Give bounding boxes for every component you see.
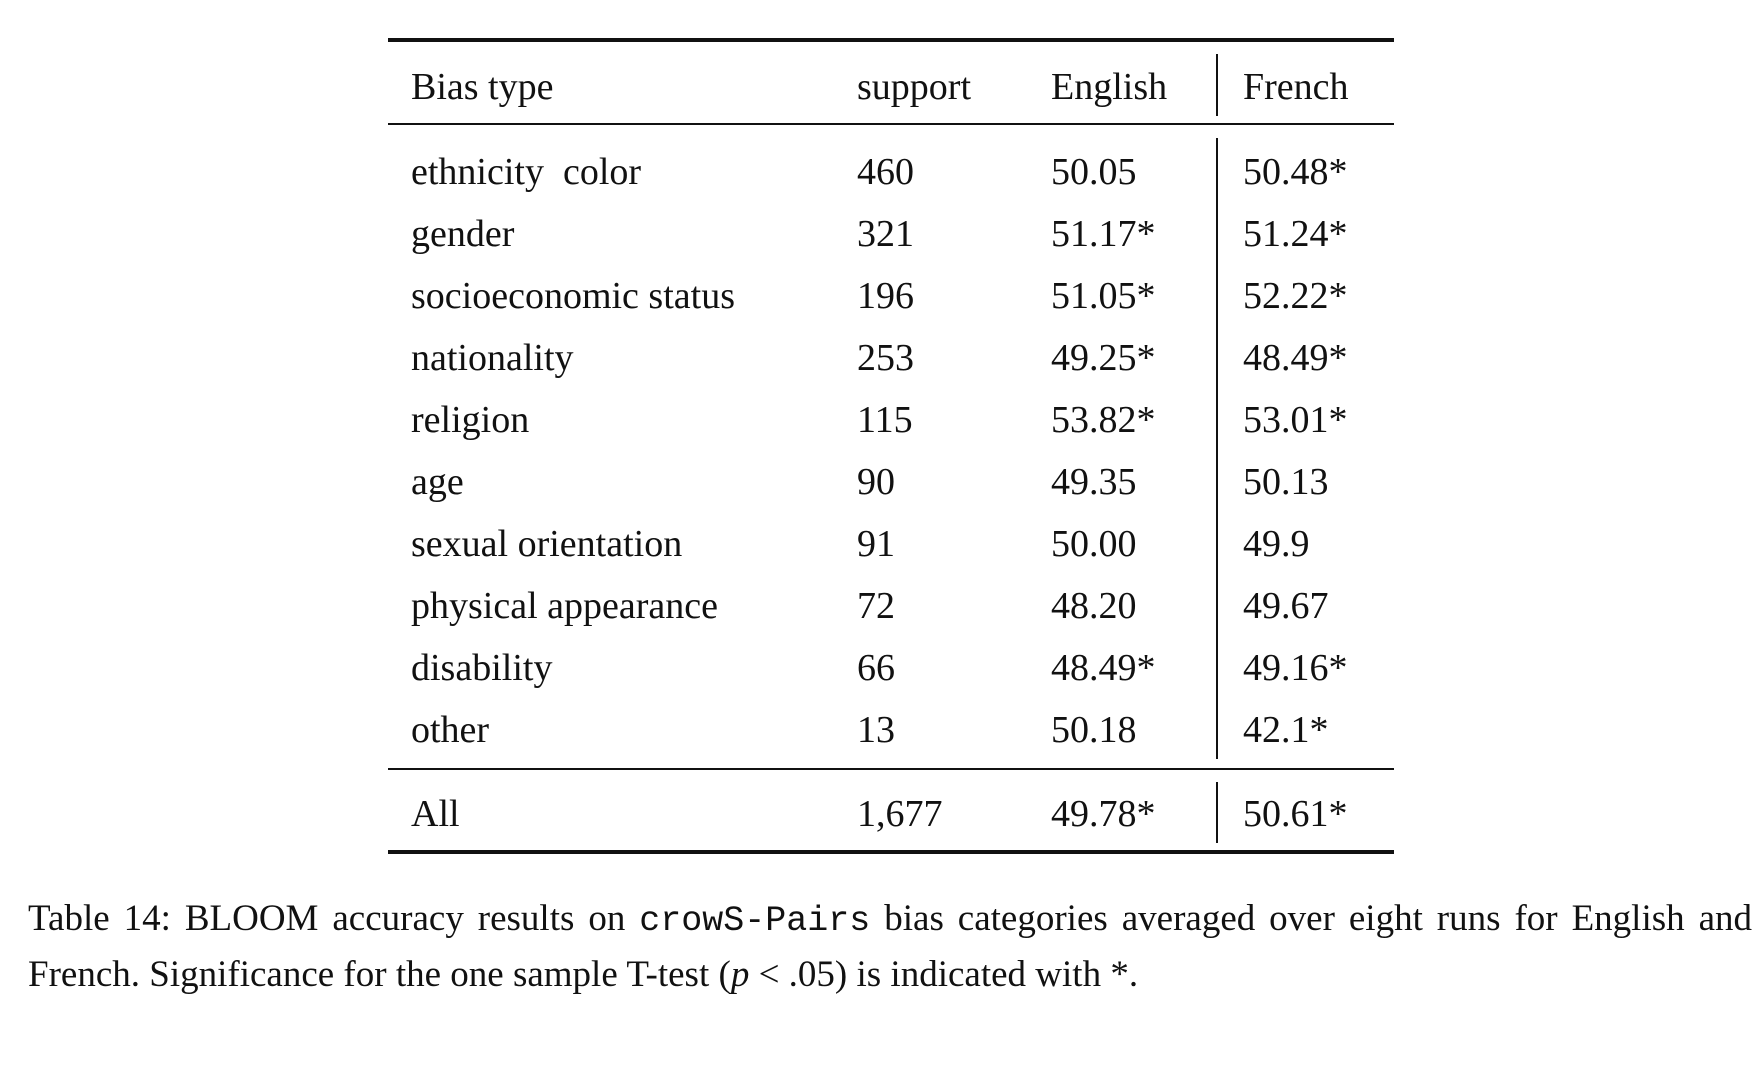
table-cell: ethnicity color (411, 151, 642, 193)
table-cell: 48.49* (1243, 337, 1348, 379)
total-cell: All (411, 793, 460, 835)
table-cell: 13 (857, 709, 895, 751)
table-cell: 49.25* (1051, 337, 1156, 379)
caption-text: bias categories averaged over eight runs… (28, 898, 1752, 995)
table-cell: sexual orientation (411, 523, 683, 565)
total-cell: 1,677 (857, 793, 943, 835)
table-cell: 50.48* (1243, 151, 1348, 193)
header-cell: support (857, 66, 971, 108)
caption-text: Table 14: BLOOM accuracy results on (28, 898, 640, 939)
header-rule (388, 123, 1394, 125)
table-cell: 66 (857, 647, 895, 689)
table-cell: 48.20 (1051, 585, 1137, 627)
top-rule (388, 38, 1394, 42)
table-cell: 50.13 (1243, 461, 1329, 503)
total-cell: 50.61* (1243, 793, 1348, 835)
table-cell: 52.22* (1243, 275, 1348, 317)
table-cell: 51.05* (1051, 275, 1156, 317)
caption-text: < .05) is indicated with *. (749, 954, 1139, 995)
table-cell: age (411, 461, 464, 503)
table-cell: physical appearance (411, 585, 718, 627)
table-cell: 49.67 (1243, 585, 1329, 627)
table-cell: 91 (857, 523, 895, 565)
caption: Table 14: BLOOM accuracy results on crow… (28, 892, 1752, 1002)
header-cell: English (1051, 66, 1168, 108)
table-cell: 42.1* (1243, 709, 1329, 751)
table-cell: 90 (857, 461, 895, 503)
table-cell: 50.05 (1051, 151, 1137, 193)
table-cell: 53.82* (1051, 399, 1156, 441)
table-cell: 51.24* (1243, 213, 1348, 255)
table-cell: disability (411, 647, 553, 689)
header-cell: Bias type (411, 66, 554, 108)
column-divider (1216, 782, 1218, 843)
table-cell: other (411, 709, 490, 751)
caption-code: crowS-Pairs (639, 901, 871, 941)
table-cell: 50.18 (1051, 709, 1137, 751)
table-cell: 53.01* (1243, 399, 1348, 441)
table-cell: 115 (857, 399, 913, 441)
table-cell: 50.00 (1051, 523, 1137, 565)
table-cell: 51.17* (1051, 213, 1156, 255)
table-cell: 72 (857, 585, 895, 627)
column-divider (1216, 138, 1218, 759)
table-cell: socioeconomic status (411, 275, 735, 317)
table-cell: 49.9 (1243, 523, 1310, 565)
table-cell: 253 (857, 337, 914, 379)
column-divider (1216, 54, 1218, 116)
header-cell: French (1243, 66, 1349, 108)
caption-math: p (730, 954, 750, 995)
bottom-rule (388, 850, 1394, 854)
table-cell: gender (411, 213, 515, 255)
table-cell: 321 (857, 213, 914, 255)
table-cell: 460 (857, 151, 914, 193)
table-cell: 49.35 (1051, 461, 1137, 503)
table-cell: 196 (857, 275, 914, 317)
table-cell: 48.49* (1051, 647, 1156, 689)
table-cell: 49.16* (1243, 647, 1348, 689)
table-cell: religion (411, 399, 530, 441)
total-rule (388, 768, 1394, 770)
table-cell: nationality (411, 337, 574, 379)
total-cell: 49.78* (1051, 793, 1156, 835)
